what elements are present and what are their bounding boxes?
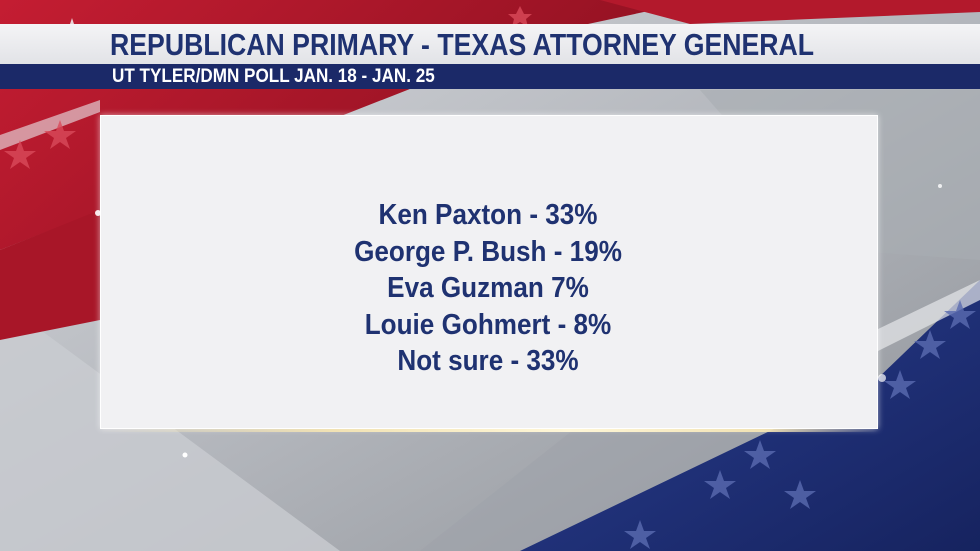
result-item: Eva Guzman 7% <box>387 272 589 304</box>
result-item: Louie Gohmert - 8% <box>364 308 612 341</box>
result-item: Ken Paxton - 33% <box>378 199 598 231</box>
results-panel <box>100 115 878 429</box>
panel-gold-underline <box>100 429 878 432</box>
title-bar: REPUBLICAN PRIMARY - TEXAS ATTORNEY GENE… <box>0 24 980 64</box>
result-item: George P. Bush - 19% <box>354 235 622 268</box>
result-item: Not sure - 33% <box>397 345 579 377</box>
subtitle-bar: UT TYLER/DMN POLL JAN. 18 - JAN. 25 <box>0 64 980 89</box>
results-list: Ken Paxton - 33% George P. Bush - 19% Ev… <box>100 197 876 380</box>
page-subtitle: UT TYLER/DMN POLL JAN. 18 - JAN. 25 <box>112 66 435 87</box>
page-title: REPUBLICAN PRIMARY - TEXAS ATTORNEY GENE… <box>110 27 815 62</box>
